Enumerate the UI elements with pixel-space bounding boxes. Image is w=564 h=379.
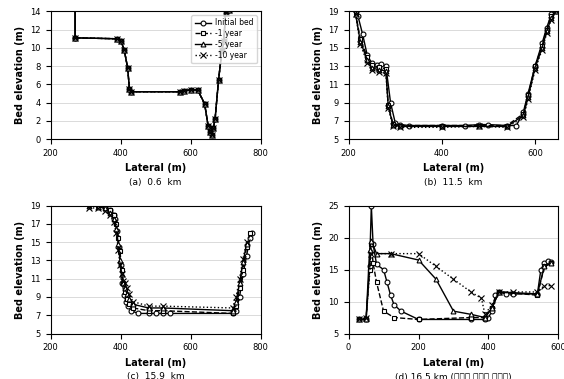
- Y-axis label: Bed elevation (m): Bed elevation (m): [313, 221, 323, 319]
- Y-axis label: Bed elevation (m): Bed elevation (m): [15, 26, 25, 124]
- X-axis label: Lateral (m): Lateral (m): [125, 358, 186, 368]
- Legend: Initial bed, -1 year, -5 year, -10 year: Initial bed, -1 year, -5 year, -10 year: [191, 15, 257, 63]
- X-axis label: Lateral (m): Lateral (m): [423, 358, 484, 368]
- Title: (d) 16.5 km (금호강 합류부 직하류): (d) 16.5 km (금호강 합류부 직하류): [395, 372, 512, 379]
- X-axis label: Lateral (m): Lateral (m): [125, 163, 186, 174]
- Y-axis label: Bed elevation (m): Bed elevation (m): [15, 221, 25, 319]
- Title: (c)  15.9  km: (c) 15.9 km: [127, 372, 184, 379]
- Title: (a)  0.6  km: (a) 0.6 km: [130, 178, 182, 186]
- X-axis label: Lateral (m): Lateral (m): [423, 163, 484, 174]
- Y-axis label: Bed elevation (m): Bed elevation (m): [312, 26, 323, 124]
- Title: (b)  11.5  km: (b) 11.5 km: [424, 178, 483, 186]
